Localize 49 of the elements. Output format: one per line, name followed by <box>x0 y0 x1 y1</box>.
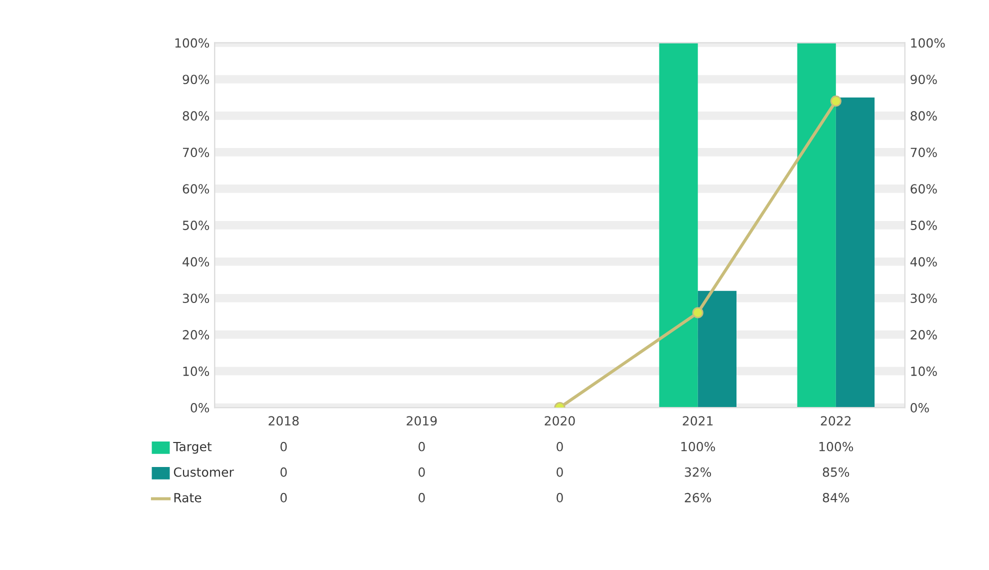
x-tick-label: 2020 <box>544 416 575 426</box>
y2-tick-label: 100% <box>911 38 945 48</box>
y2-tick-label: 20% <box>910 330 937 340</box>
data-label: 0 <box>418 442 425 452</box>
y-tick-label: 30% <box>182 294 210 304</box>
data-label: 0 <box>556 467 563 477</box>
bar <box>836 97 875 408</box>
y2-tick-label: 50% <box>910 220 937 230</box>
text: 0 <box>418 492 425 502</box>
y-tick-label: 60% <box>182 184 210 194</box>
x-tick-label: 2018 <box>268 416 299 426</box>
y2-tick-label: 60% <box>910 184 937 194</box>
y-tick-label: 80% <box>182 111 210 121</box>
legend-label: Customer <box>174 467 234 477</box>
y-tick-label: 10% <box>183 366 210 376</box>
data-label: 84% <box>822 492 850 502</box>
legend-label: Target <box>173 442 212 454</box>
y-tick-label: 100% <box>175 38 210 48</box>
y2-tick-label: 80% <box>910 111 937 121</box>
y-tick-label: 70% <box>182 148 210 158</box>
bar <box>797 42 836 408</box>
data-label: 0 <box>556 492 563 502</box>
y2-tick-label: 90% <box>910 74 937 84</box>
data-label: 0 <box>556 442 563 452</box>
data-label: 85% <box>822 467 850 477</box>
y-tick-label: 20% <box>182 330 210 340</box>
x-tick-label: 2019 <box>406 416 437 426</box>
data-label: 0 <box>280 442 287 452</box>
bar <box>698 290 736 408</box>
y2-tick-label: 70% <box>910 148 937 158</box>
x-tick-label: 2021 <box>682 416 713 426</box>
legend-label: Rate <box>174 493 202 502</box>
y-tick-label: 40% <box>182 257 210 267</box>
data-label: 100% <box>681 442 716 452</box>
data-label: 0 <box>280 467 287 477</box>
text: 0 <box>280 492 287 502</box>
y-tick-label: 50% <box>182 220 210 230</box>
data-label: 32% <box>684 467 712 477</box>
data-label: 26% <box>684 492 712 502</box>
y2-tick-label: 40% <box>910 257 937 267</box>
x-tick-label: 2022 <box>820 416 851 426</box>
data-label: 100% <box>819 442 854 452</box>
y2-tick-label: 0% <box>910 403 929 412</box>
y2-tick-label: 30% <box>910 294 937 304</box>
data-label: 0 <box>418 467 425 477</box>
bar <box>659 42 698 408</box>
y-tick-label: 0% <box>190 403 210 412</box>
y-tick-label: 90% <box>182 74 210 84</box>
y2-tick-label: 10% <box>911 366 937 376</box>
